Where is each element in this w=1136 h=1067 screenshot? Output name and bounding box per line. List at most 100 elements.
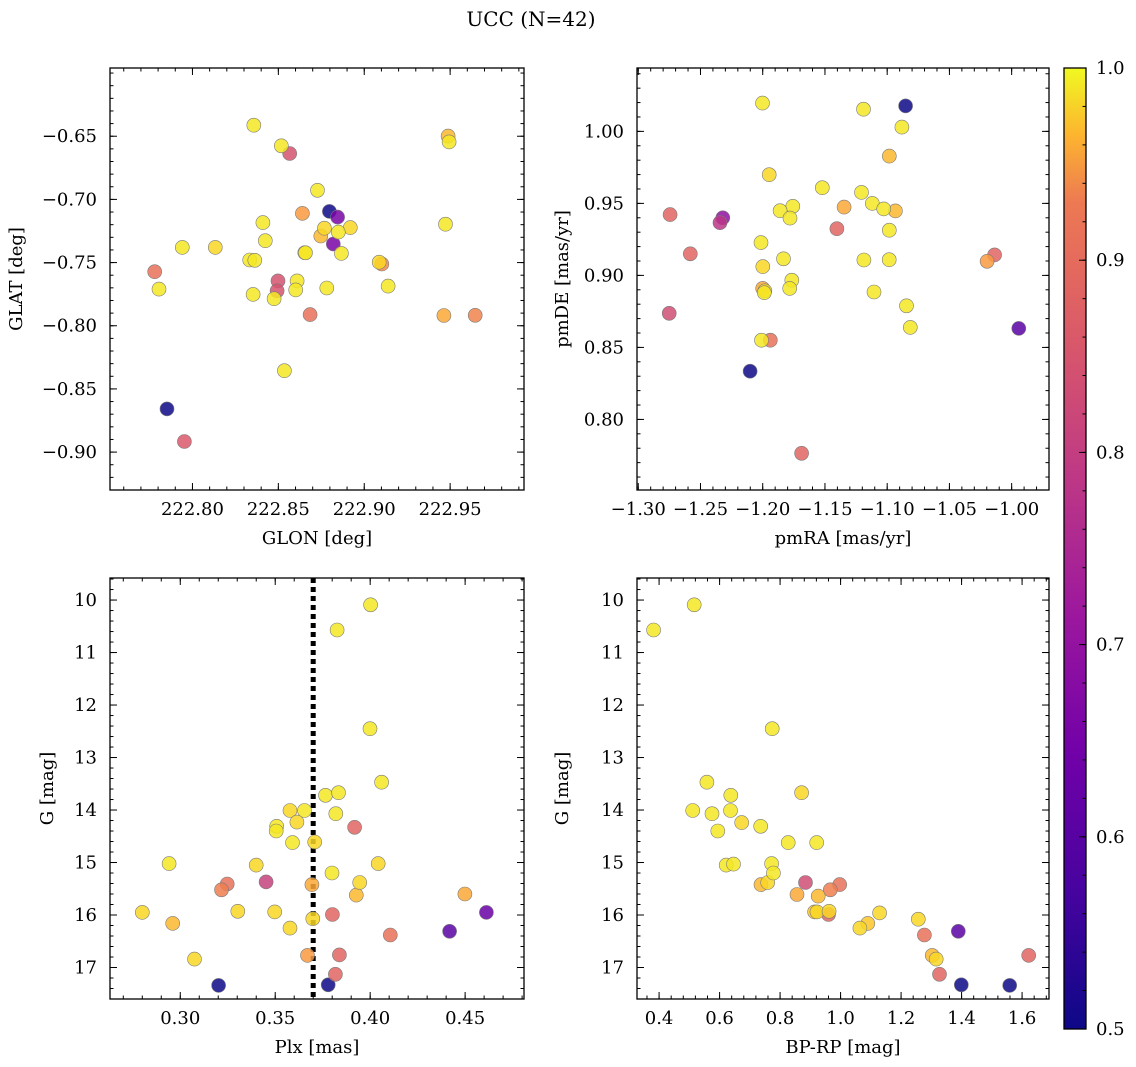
data-point: [297, 803, 312, 818]
data-point: [776, 251, 791, 267]
data-point: [646, 622, 661, 638]
data-point: [248, 857, 264, 873]
colorbar-tick-label: 1.0: [1096, 58, 1125, 79]
x-axis-label: BP-RP [mag]: [785, 1037, 900, 1058]
x-tick-label: −1.05: [922, 499, 977, 520]
data-point: [273, 138, 289, 154]
data-point: [277, 363, 292, 379]
x-tick-label: 222.80: [161, 499, 224, 520]
axes-frame: [109, 577, 525, 1000]
y-tick-label: 11: [74, 643, 97, 664]
data-point: [363, 597, 378, 613]
panels: 222.80 222.85 222.90 222.95 −0.65 −0.70 −0.75 −…: [6, 67, 1050, 1058]
points-cmd: [646, 597, 1036, 993]
data-point: [288, 282, 304, 298]
data-point: [856, 252, 872, 268]
y-tick-label: 11: [601, 643, 624, 664]
data-point: [789, 887, 805, 902]
data-point: [712, 215, 728, 230]
y-tick-label: 14: [74, 800, 97, 821]
data-point: [899, 298, 914, 314]
data-point: [307, 834, 323, 850]
x-axis-label: pmRA [mas/yr]: [775, 528, 912, 549]
data-point: [230, 903, 246, 919]
y-axis-label: GLAT [deg]: [6, 227, 27, 331]
panel-plx: 0.30 0.35 0.40 0.45 10 11 12 13 14 15 16 17 Plx [mas…: [37, 577, 525, 1058]
data-point: [881, 222, 897, 238]
y-tick-label: 14: [601, 800, 624, 821]
data-point: [282, 803, 298, 818]
points-sky: [147, 117, 483, 449]
data-point: [661, 305, 677, 321]
data-point: [686, 597, 702, 613]
panel-pm: −1.30 −1.25 −1.20 −1.15 −1.10 −1.05 −1.00 0.80 0…: [552, 67, 1050, 549]
y-axis-label: G [mag]: [37, 752, 58, 825]
data-point: [266, 291, 282, 307]
data-point: [300, 948, 315, 963]
data-point: [135, 905, 150, 920]
y-tick-label: 13: [74, 748, 97, 769]
data-point: [267, 904, 283, 920]
data-point: [764, 721, 780, 737]
y-tick-label: 17: [74, 958, 97, 979]
ticks-plx: [110, 578, 524, 1000]
data-point: [441, 134, 457, 150]
data-point: [330, 224, 346, 240]
y-tick-label: −0.80: [42, 316, 97, 337]
data-point: [809, 835, 825, 850]
data-point: [304, 877, 320, 892]
data-point: [854, 185, 869, 200]
data-point: [766, 865, 781, 881]
x-tick-label: −1.25: [673, 499, 728, 520]
data-point: [374, 774, 389, 790]
x-tick-label: −1.10: [860, 499, 915, 520]
data-point: [836, 199, 852, 215]
data-point: [979, 253, 995, 269]
y-tick-label: 0.90: [584, 265, 624, 286]
data-point: [147, 264, 162, 280]
data-point: [436, 308, 452, 323]
y-tick-label: −0.65: [42, 126, 97, 147]
data-point: [782, 210, 798, 226]
data-point: [330, 209, 345, 225]
x-tick-label: 0.40: [350, 1008, 390, 1029]
panel-sky: 222.80 222.85 222.90 222.95 −0.65 −0.70 −0.75 −…: [6, 67, 525, 549]
x-tick-label: −1.00: [984, 499, 1039, 520]
y-tick-label: −0.90: [42, 442, 97, 463]
data-point: [268, 823, 284, 839]
data-point: [876, 201, 892, 217]
data-point: [821, 903, 837, 919]
colorbar-tick-label: 0.6: [1096, 827, 1125, 848]
data-point: [348, 887, 364, 903]
axes-frame: [636, 67, 1050, 491]
data-point: [782, 281, 798, 296]
ticks-sky: [110, 68, 524, 491]
data-point: [457, 886, 473, 902]
data-point: [177, 434, 192, 449]
data-point: [794, 785, 809, 801]
x-tick-label: −1.30: [611, 499, 666, 520]
data-point: [328, 966, 343, 982]
data-point: [910, 911, 926, 927]
x-tick-label: 0.35: [255, 1008, 295, 1029]
y-axis-label: G [mag]: [552, 752, 573, 825]
data-point: [325, 907, 340, 922]
ticks-cmd: [637, 578, 1049, 1000]
y-axis-label: pmDE [mas/yr]: [552, 210, 573, 348]
data-point: [324, 865, 340, 881]
data-point: [159, 401, 175, 417]
data-point: [754, 332, 769, 348]
data-point: [246, 117, 262, 133]
ticks-pm: [637, 68, 1050, 490]
data-point: [917, 927, 932, 943]
data-point: [479, 905, 494, 920]
data-point: [723, 803, 738, 818]
data-point: [872, 905, 887, 921]
y-tick-label: −0.85: [42, 379, 97, 400]
colorbar-tick-label: 0.8: [1096, 442, 1125, 463]
x-tick-label: 1.4: [947, 1008, 976, 1029]
data-point: [742, 363, 758, 379]
data-point: [682, 246, 698, 262]
data-point: [950, 923, 966, 939]
